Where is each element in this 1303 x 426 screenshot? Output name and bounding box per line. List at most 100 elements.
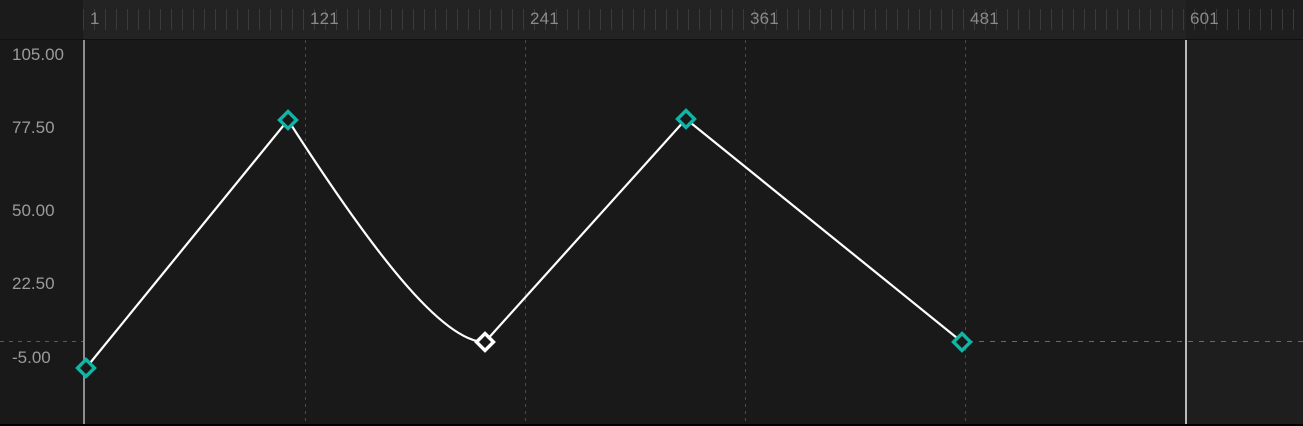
ruler-minor-tick — [281, 9, 282, 30]
ruler-minor-tick — [1106, 9, 1107, 30]
ruler-minor-tick — [578, 9, 579, 30]
ruler-minor-tick — [160, 9, 161, 30]
curve-plot-area[interactable]: 105.00 77.50 50.00 22.50 -5.00 — [0, 40, 1303, 426]
ruler-minor-tick — [809, 9, 810, 30]
value-axis-line — [83, 40, 85, 426]
ruler-minor-tick — [149, 9, 150, 30]
ruler-minor-tick — [787, 9, 788, 30]
ruler-minor-tick — [204, 9, 205, 30]
ruler-minor-tick — [1271, 9, 1272, 30]
ruler-minor-tick — [1018, 9, 1019, 30]
ruler-frame-label: 601 — [1190, 9, 1219, 28]
ruler-minor-tick — [490, 9, 491, 30]
ruler-minor-tick — [380, 9, 381, 30]
ruler-minor-tick — [1062, 9, 1063, 30]
ruler-minor-tick — [820, 9, 821, 30]
ruler-minor-tick — [1073, 9, 1074, 30]
keyframe-marker[interactable] — [277, 109, 299, 131]
ruler-minor-tick — [985, 9, 986, 30]
ruler-minor-tick — [413, 9, 414, 30]
ruler-minor-tick — [963, 9, 964, 30]
ruler-divider — [0, 39, 1303, 40]
ruler-minor-tick — [105, 9, 106, 30]
timeline-ruler[interactable]: 1 121 241 361 481 601 — [0, 0, 1303, 40]
vertical-gridline — [525, 40, 526, 426]
ruler-minor-tick — [897, 9, 898, 30]
ruler-minor-tick — [215, 9, 216, 30]
ruler-track[interactable] — [83, 0, 1303, 40]
ruler-minor-tick — [864, 9, 865, 30]
ruler-minor-tick — [83, 9, 84, 30]
ruler-minor-tick — [666, 9, 667, 30]
value-axis-label: 50.00 — [12, 201, 55, 220]
ruler-minor-tick — [446, 9, 447, 30]
ruler-minor-tick — [721, 9, 722, 30]
ruler-minor-tick — [127, 9, 128, 30]
keyframe-marker[interactable] — [951, 331, 973, 353]
ruler-minor-tick — [523, 9, 524, 30]
ruler-minor-tick — [358, 9, 359, 30]
ruler-frame-label: 121 — [310, 9, 339, 28]
ruler-minor-tick — [622, 9, 623, 30]
ruler-minor-tick — [193, 9, 194, 30]
ruler-frame-label: 1 — [90, 9, 100, 28]
playhead[interactable] — [1185, 40, 1187, 426]
ruler-minor-tick — [567, 9, 568, 30]
ruler-minor-tick — [259, 9, 260, 30]
ruler-minor-tick — [534, 9, 535, 30]
value-axis-label: 77.50 — [12, 118, 55, 137]
ruler-minor-tick — [974, 9, 975, 30]
ruler-minor-tick — [600, 9, 601, 30]
ruler-minor-tick — [589, 9, 590, 30]
ruler-minor-tick — [886, 9, 887, 30]
ruler-minor-tick — [1172, 9, 1173, 30]
ruler-minor-tick — [468, 9, 469, 30]
ruler-minor-tick — [633, 9, 634, 30]
ruler-minor-tick — [655, 9, 656, 30]
ruler-minor-tick — [116, 9, 117, 30]
ruler-minor-tick — [1293, 9, 1294, 30]
ruler-minor-tick — [402, 9, 403, 30]
ruler-minor-tick — [512, 9, 513, 30]
ruler-minor-tick — [908, 9, 909, 30]
ruler-minor-tick — [556, 9, 557, 30]
ruler-minor-tick — [94, 9, 95, 30]
keyframe-marker-selected[interactable] — [474, 331, 496, 353]
ruler-minor-tick — [1161, 9, 1162, 30]
ruler-minor-tick — [325, 9, 326, 30]
ruler-minor-tick — [710, 9, 711, 30]
keyframe-markers[interactable] — [75, 108, 973, 379]
ruler-minor-tick — [842, 9, 843, 30]
curve-path[interactable] — [84, 117, 964, 370]
ruler-minor-tick — [930, 9, 931, 30]
ruler-minor-tick — [919, 9, 920, 30]
keyframe-marker[interactable] — [675, 108, 697, 130]
ruler-minor-tick — [1029, 9, 1030, 30]
ruler-minor-tick — [270, 9, 271, 30]
ruler-minor-tick — [1007, 9, 1008, 30]
plot-out-of-range-region — [1186, 40, 1303, 426]
ruler-minor-tick — [1238, 9, 1239, 30]
ruler-minor-tick — [369, 9, 370, 30]
ruler-minor-tick — [347, 9, 348, 30]
ruler-minor-tick — [941, 9, 942, 30]
ruler-minor-tick — [853, 9, 854, 30]
value-axis-label: 22.50 — [12, 274, 55, 293]
ruler-minor-tick — [1227, 9, 1228, 30]
editor-bottom-edge — [0, 424, 1303, 426]
ruler-minor-tick — [1040, 9, 1041, 30]
ruler-minor-tick — [1194, 9, 1195, 30]
ruler-minor-tick — [171, 9, 172, 30]
ruler-frame-label: 241 — [530, 9, 559, 28]
keyframe-marker[interactable] — [75, 357, 97, 379]
ruler-minor-tick — [226, 9, 227, 30]
ruler-minor-tick — [798, 9, 799, 30]
ruler-minor-tick — [732, 9, 733, 30]
ruler-minor-tick — [754, 9, 755, 30]
ruler-minor-tick — [1183, 9, 1184, 30]
ruler-minor-tick — [1117, 9, 1118, 30]
animation-curve[interactable] — [0, 40, 1303, 426]
ruler-minor-tick — [303, 9, 304, 30]
ruler-minor-tick — [248, 9, 249, 30]
